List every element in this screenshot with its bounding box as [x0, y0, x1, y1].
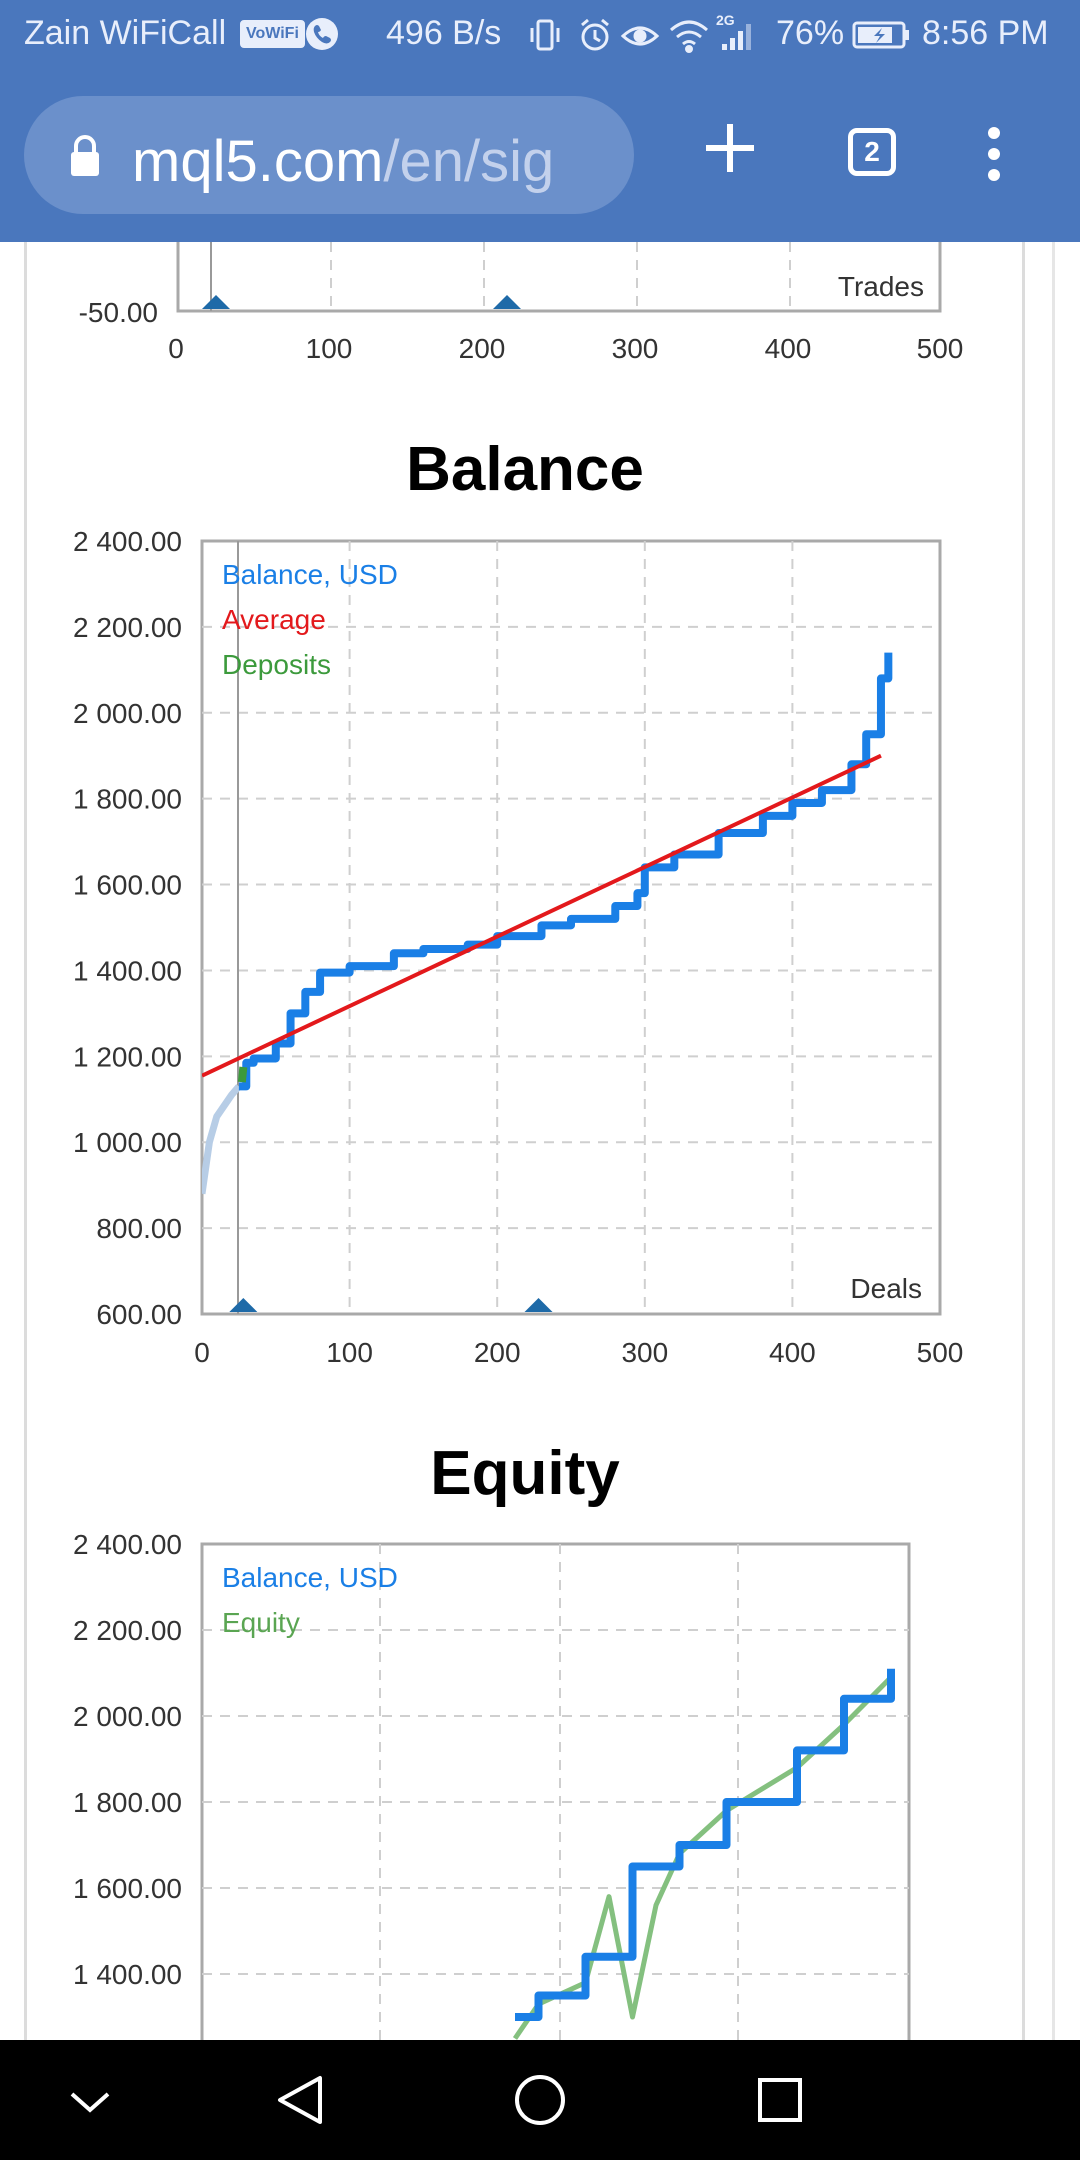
carrier-name: Zain WiFiCall: [24, 14, 227, 52]
deposit-mark: [237, 1066, 248, 1083]
charts-canvas: 0 100 200 300 400 500 -50.00 Trades Balance 2 40…: [73, 242, 964, 2040]
x-tick-label: 0: [168, 333, 184, 364]
y-tick-label: 2 200.00: [73, 612, 182, 643]
balance-history-line: [202, 1084, 242, 1195]
y-tick-label: 1 400.00: [73, 955, 182, 986]
legend-entry: Deposits: [222, 649, 331, 680]
legend-entry: Balance, USD: [222, 1562, 398, 1593]
signal-icon: [712, 16, 760, 63]
y-tick-label: 2 400.00: [73, 526, 182, 557]
x-axis-label: Trades: [838, 271, 924, 302]
system-nav-bar: [0, 2040, 1080, 2160]
tab-count: 2: [864, 136, 880, 167]
x-tick-label: 500: [917, 333, 964, 364]
hide-nav-button[interactable]: [30, 2040, 150, 2160]
status-bar: Zain WiFiCall VoWiFi 496 B/s 2G 76% 8:56…: [0, 0, 1080, 72]
page-content: 0 100 200 300 400 500 -50.00 Trades Balance 2 40…: [0, 242, 1080, 2040]
y-tick-label: 1 600.00: [73, 870, 182, 901]
back-button[interactable]: [240, 2040, 360, 2160]
chart-title: Equity: [430, 1439, 620, 1508]
overflow-menu-icon[interactable]: [982, 126, 1006, 187]
chart-title: Balance: [406, 435, 644, 504]
legend-entry: Average: [222, 604, 326, 635]
deal-marker: [202, 295, 230, 309]
plot-area: [202, 652, 893, 1195]
x-tick-label: 300: [621, 1337, 668, 1368]
x-tick-label: 200: [474, 1337, 521, 1368]
x-tick-label: 100: [306, 333, 353, 364]
balance-line: [238, 652, 893, 1091]
legend-entry: Equity: [222, 1607, 300, 1638]
plot-frame: [200, 1542, 911, 2040]
average-line: [202, 753, 882, 1078]
y-tick-label: -50.00: [79, 297, 158, 328]
clock: 8:56 PM: [922, 14, 1049, 52]
adjacent-panel-edge: [1052, 242, 1055, 2040]
y-tick-label: 2 000.00: [73, 1701, 182, 1732]
eye-comfort-icon: [620, 16, 660, 63]
y-tick-label: 1 000.00: [73, 1127, 182, 1158]
url-domain: mql5.com: [132, 129, 384, 194]
alarm-icon: [576, 16, 614, 63]
url-text[interactable]: mql5.com/en/sig: [132, 128, 554, 195]
x-axis-label: Deals: [850, 1273, 922, 1304]
deal-marker: [524, 1298, 553, 1312]
x-tick-label: 400: [765, 333, 812, 364]
y-tick-label: 1 800.00: [73, 1787, 182, 1818]
y-tick-label: 2 000.00: [73, 698, 182, 729]
tab-switcher-button[interactable]: 2: [848, 128, 896, 176]
balance-chart: Balance 2 400.00 2 200.00 2 000.00 1 800.00 1…: [73, 435, 963, 1368]
content-border-left: [24, 242, 27, 2040]
x-tick-label: 300: [612, 333, 659, 364]
y-tick-label: 2 400.00: [73, 1529, 182, 1560]
y-tick-label: 1 400.00: [73, 1959, 182, 1990]
deal-marker: [229, 1298, 258, 1312]
url-bar[interactable]: mql5.com/en/sig: [24, 96, 634, 214]
balance-line: [515, 1668, 895, 2021]
y-tick-label: 1 600.00: [73, 1873, 182, 1904]
vowifi-badge: VoWiFi: [240, 20, 305, 48]
legend-entry: Balance, USD: [222, 559, 398, 590]
x-tick-label: 200: [459, 333, 506, 364]
url-path: /en/sig: [383, 129, 555, 194]
network-speed: 496 B/s: [386, 14, 502, 52]
plot-area: [512, 1668, 895, 2040]
network-type-label: 2G: [716, 12, 735, 28]
battery-percent: 76%: [776, 14, 845, 52]
wifi-call-icon: [304, 16, 340, 61]
x-tick-label: 100: [326, 1337, 373, 1368]
y-tick-label: 2 200.00: [73, 1615, 182, 1646]
content-border-right: [1022, 242, 1025, 2040]
y-tick-label: 800.00: [96, 1213, 182, 1244]
lock-icon: [68, 134, 102, 183]
deal-marker: [493, 295, 521, 309]
y-tick-label: 1 200.00: [73, 1041, 182, 1072]
y-tick-label: 1 800.00: [73, 784, 182, 815]
plot-frame: [176, 242, 942, 313]
wifi-icon: [668, 16, 710, 63]
new-tab-button[interactable]: [700, 118, 760, 183]
y-tick-label: 600.00: [96, 1299, 182, 1330]
vibrate-icon: [526, 16, 564, 63]
trades-chart: 0 100 200 300 400 500 -50.00 Trades: [79, 242, 964, 364]
x-tick-label: 500: [917, 1337, 964, 1368]
x-tick-label: 400: [769, 1337, 816, 1368]
home-button[interactable]: [480, 2040, 600, 2160]
browser-toolbar: mql5.com/en/sig 2: [0, 72, 1080, 242]
battery-icon: [852, 20, 912, 59]
x-tick-label: 0: [194, 1337, 210, 1368]
recents-button[interactable]: [720, 2040, 840, 2160]
equity-chart: Equity 2 400.00 2 200.00 2 000.00 1 800.00 1 …: [73, 1439, 911, 2040]
